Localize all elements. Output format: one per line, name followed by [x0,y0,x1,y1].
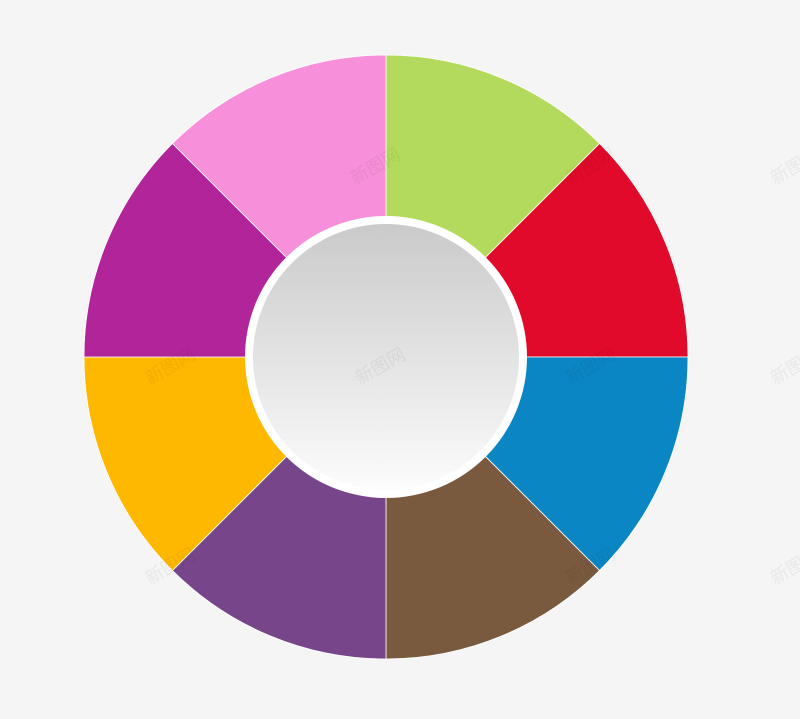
center-disc [253,224,519,490]
watermark: 新图网 [767,144,800,189]
watermark: 新图网 [767,544,800,589]
watermark: 新图网 [767,344,800,389]
